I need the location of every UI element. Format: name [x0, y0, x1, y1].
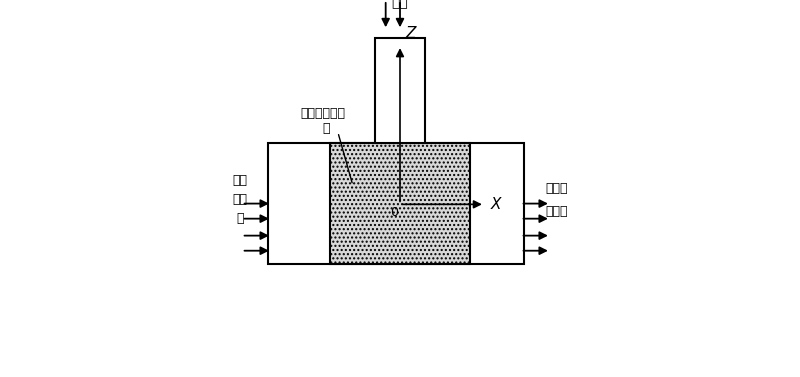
Bar	[330, 143, 470, 264]
Text: 0: 0	[390, 206, 398, 219]
Text: 体入: 体入	[232, 193, 247, 206]
Bar	[375, 38, 425, 143]
Text: X: X	[490, 197, 501, 212]
Text: 体出口: 体出口	[546, 205, 568, 218]
Text: 混合流: 混合流	[546, 182, 568, 195]
Text: 热流: 热流	[232, 175, 247, 187]
Bar	[268, 143, 525, 264]
Text: 填充的多孔介: 填充的多孔介	[300, 107, 346, 120]
Text: 入口: 入口	[392, 0, 408, 9]
Text: 口: 口	[236, 212, 243, 225]
Text: Z: Z	[406, 26, 416, 41]
Text: 质: 质	[322, 122, 330, 135]
